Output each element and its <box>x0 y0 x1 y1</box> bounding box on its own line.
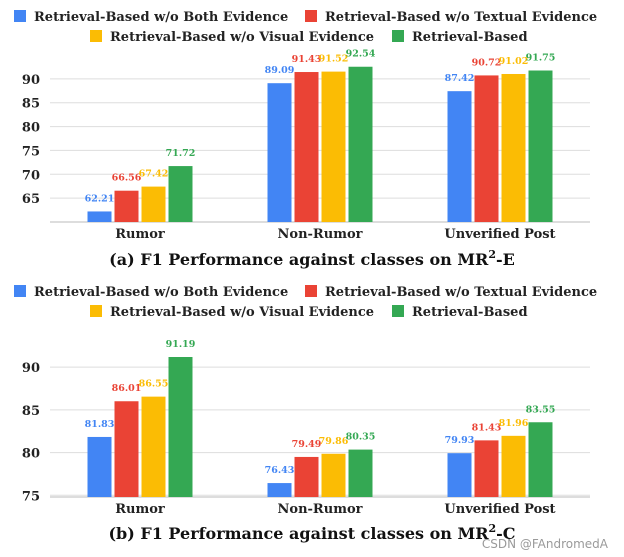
chart-b-data-label-s0-c0: 81.83 <box>85 419 115 430</box>
chart-b-data-label-s0-c1: 76.43 <box>265 465 295 476</box>
chart-b-bar-s1-c0 <box>114 401 139 497</box>
chart-a-title: (a) F1 Performance against classes on MR… <box>109 248 515 269</box>
chart-b-bar-s2-c1 <box>321 453 346 497</box>
chart-b-bar-s0-c2 <box>447 453 472 497</box>
chart-a-data-label-s3-c0: 71.72 <box>166 148 196 159</box>
chart-a-bar-s2-c1 <box>321 71 346 222</box>
chart-b-data-label-s0-c2: 79.93 <box>445 435 475 446</box>
chart-a-data-label-s2-c2: 91.02 <box>499 56 529 67</box>
legend-b-label-textual: Retrieval-Based w/o Textual Evidence <box>325 285 597 300</box>
legend-b-swatch-visual <box>90 305 102 317</box>
legend-b-swatch-retrieval <box>392 305 404 317</box>
legend-b-swatch-textual <box>305 285 317 297</box>
chart-a-ytick-3: 80 <box>22 121 40 136</box>
chart-b-data-label-s3-c1: 80.35 <box>346 432 376 443</box>
chart-b-bar-s3-c0 <box>168 357 193 497</box>
chart-b-bar-s0-c0 <box>87 436 112 497</box>
chart-b-ytick-0: 75 <box>22 489 40 504</box>
legend-a-swatch-both <box>14 10 26 22</box>
watermark: CSDN @FAndromedA <box>482 537 609 551</box>
chart-a-bar-s0-c0 <box>87 211 112 222</box>
legend-b: Retrieval-Based w/o Both Evidence Retrie… <box>14 285 597 320</box>
legend-b-swatch-both <box>14 285 26 297</box>
chart-b-bar-s1-c2 <box>474 440 499 497</box>
chart-b-bar-s1-c1 <box>294 456 319 497</box>
legend-b-label-retrieval: Retrieval-Based <box>412 305 528 320</box>
chart-a-category-0: Rumor <box>115 227 165 242</box>
chart-a-data-label-s1-c2: 90.72 <box>472 57 502 68</box>
chart-a-data-label-s1-c1: 91.43 <box>292 54 322 65</box>
legend-b-label-both: Retrieval-Based w/o Both Evidence <box>34 285 288 300</box>
chart-b-data-label-s2-c1: 79.86 <box>319 436 349 447</box>
chart-a-ytick-4: 85 <box>22 97 40 112</box>
chart-b-category-2: Unverified Post <box>444 502 555 517</box>
chart-a-ytick-2: 75 <box>22 144 40 159</box>
chart-b-ytick-1: 80 <box>22 447 40 462</box>
legend-a-swatch-retrieval <box>392 30 404 42</box>
chart-b-ytick-2: 85 <box>22 404 40 419</box>
chart-b-bar-s2-c0 <box>141 396 166 497</box>
chart-b-data-label-s2-c2: 81.96 <box>499 418 529 429</box>
chart-b-ytick-3: 90 <box>22 361 40 376</box>
chart-a-bar-s2-c2 <box>501 73 526 222</box>
chart-a-data-label-s3-c1: 92.54 <box>346 49 376 60</box>
chart-b-data-label-s2-c0: 86.55 <box>139 379 169 390</box>
chart-a-bar-s3-c1 <box>348 66 373 222</box>
chart-a-data-label-s2-c1: 91.52 <box>319 54 349 65</box>
chart-b-category-1: Non-Rumor <box>278 502 363 517</box>
legend-a-label-visual: Retrieval-Based w/o Visual Evidence <box>110 30 374 45</box>
chart-b-bar-s0-c1 <box>267 483 292 497</box>
chart-b-bar-s3-c1 <box>348 449 373 497</box>
chart-a-data-label-s0-c0: 62.21 <box>85 193 115 204</box>
chart-a-data-label-s3-c2: 91.75 <box>526 53 556 64</box>
chart-b-data-label-s3-c2: 83.55 <box>526 404 556 415</box>
chart-a-bar-s1-c2 <box>474 75 499 222</box>
chart-a-data-label-s0-c1: 89.09 <box>265 65 295 76</box>
chart-b-category-0: Rumor <box>115 502 165 517</box>
chart-a-data-label-s1-c0: 66.56 <box>112 173 142 184</box>
chart-b-data-label-s1-c1: 79.49 <box>292 439 322 450</box>
chart-a-ytick-0: 65 <box>22 192 40 207</box>
chart-a-bar-s3-c2 <box>528 70 553 222</box>
chart-a-bar-s3-c0 <box>168 166 193 222</box>
chart-b-title: (b) F1 Performance against classes on MR… <box>108 522 515 543</box>
chart-a-category-1: Non-Rumor <box>278 227 363 242</box>
legend-a-label-retrieval: Retrieval-Based <box>412 30 528 45</box>
chart-a-data-label-s0-c2: 87.42 <box>445 73 475 84</box>
chart-a-bar-s1-c1 <box>294 72 319 222</box>
chart-b-data-label-s1-c0: 86.01 <box>112 383 142 394</box>
legend-a-swatch-textual <box>305 10 317 22</box>
legend-a: Retrieval-Based w/o Both Evidence Retrie… <box>14 10 597 45</box>
legend-a-label-both: Retrieval-Based w/o Both Evidence <box>34 10 288 25</box>
chart-a-bar-s0-c1 <box>267 83 292 222</box>
chart-a-category-2: Unverified Post <box>444 227 555 242</box>
chart-b-data-label-s1-c2: 81.43 <box>472 422 502 433</box>
chart-b-bar-s3-c2 <box>528 422 553 497</box>
legend-b-label-visual: Retrieval-Based w/o Visual Evidence <box>110 305 374 320</box>
chart-b-data-label-s3-c0: 91.19 <box>166 339 196 350</box>
chart-a-data-label-s2-c0: 67.42 <box>139 169 169 180</box>
chart-a-bar-s0-c2 <box>447 91 472 223</box>
chart-a-bar-s1-c0 <box>114 190 139 222</box>
legend-a-label-textual: Retrieval-Based w/o Textual Evidence <box>325 10 597 25</box>
chart-a-ytick-5: 90 <box>22 73 40 88</box>
chart-a-ytick-1: 70 <box>22 168 40 183</box>
chart-b-bar-s2-c2 <box>501 435 526 497</box>
legend-a-swatch-visual <box>90 30 102 42</box>
chart-a-bar-s2-c0 <box>141 186 166 222</box>
